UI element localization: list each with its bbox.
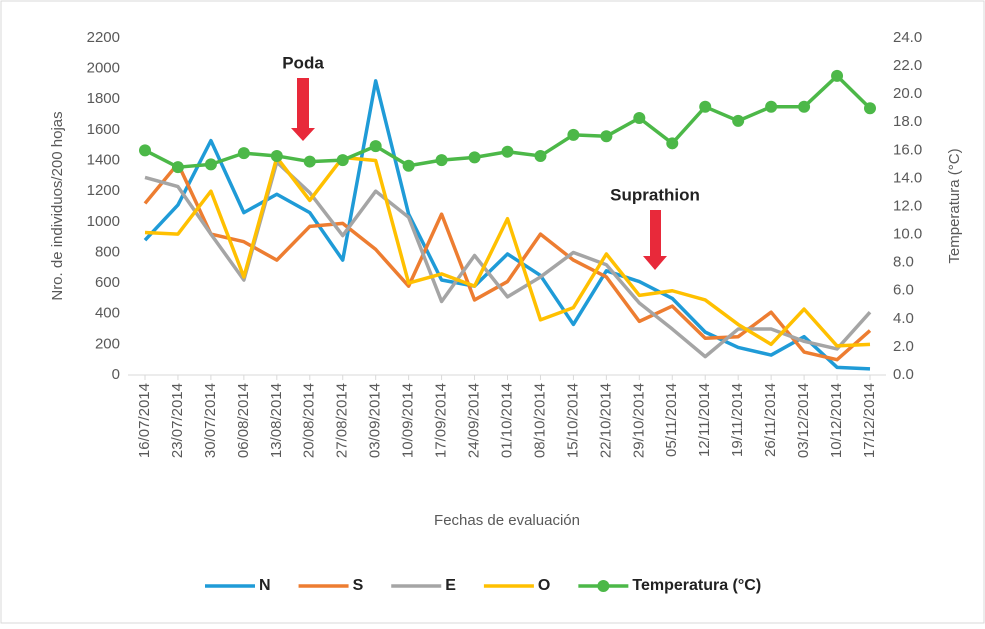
series-line [144,155,871,348]
x-tick-label: 15/10/2014 [564,383,581,458]
y-tick-label: 1000 [87,213,120,230]
x-tick-label: 20/08/2014 [301,383,318,458]
annotation: Suprathion [610,185,700,204]
arrow [643,210,667,270]
y2-tick-label: 16.0 [893,141,922,158]
y-tick-label: 1600 [87,121,120,138]
x-tick-label: 29/10/2014 [630,383,647,458]
x-tick-label: 03/09/2014 [367,383,384,458]
y2-tick-label: 6.0 [893,282,914,299]
y-tick-label: 1800 [87,90,120,107]
marker [204,158,217,171]
y-tick-label: 2000 [87,60,120,77]
arrow [291,78,315,141]
x-axis-title: Fechas de evaluación [434,512,580,529]
x-tick-label: 24/09/2014 [466,383,483,458]
marker [765,100,778,113]
x-tick-label: 03/12/2014 [795,383,812,458]
marker [369,140,382,153]
annotation: Poda [282,53,324,72]
y2-tick-label: 12.0 [893,197,922,214]
x-tick-label: 06/08/2014 [235,383,252,458]
marker [501,145,514,158]
y-axis-title: Nro. de individuos/200 hojas [49,111,66,300]
marker [831,69,844,82]
y-tick-label: 2200 [87,29,120,46]
x-tick-label: 22/10/2014 [597,383,614,458]
marker [633,112,646,125]
marker [468,151,481,164]
marker [435,154,448,167]
marker [732,114,745,127]
x-tick-label: 10/12/2014 [828,383,845,458]
marker [402,159,415,172]
y2-tick-label: 14.0 [893,169,922,186]
y2-tick-label: 24.0 [893,29,922,46]
marker [237,147,250,160]
y-tick-label: 1200 [87,182,120,199]
marker [534,149,547,162]
marker [699,100,712,113]
y2-tick-label: 4.0 [893,310,914,327]
legend-marker [597,580,610,592]
y2-axis-title: Temperatura (°C) [946,148,963,263]
x-tick-label: 30/07/2014 [202,383,219,458]
legend-label: Temperatura (°C) [632,577,761,594]
marker [798,100,811,113]
y2-tick-label: 22.0 [893,57,922,74]
marker [139,144,151,157]
x-tick-label: 12/11/2014 [696,383,713,457]
y-tick-label: 200 [95,335,120,352]
x-tick-label: 17/09/2014 [433,383,450,458]
y2-tick-label: 2.0 [893,338,914,355]
x-tick-label: 01/10/2014 [498,383,515,458]
x-tick-label: 23/07/2014 [169,383,186,458]
y2-tick-label: 10.0 [893,226,922,243]
marker [864,102,876,115]
y-tick-label: 400 [95,305,120,322]
marker [270,149,283,162]
marker [567,128,580,141]
x-tick-label: 17/12/2014 [861,383,878,458]
x-tick-label: 10/09/2014 [400,383,417,458]
legend-label: E [445,577,456,594]
legend-label: O [538,577,550,594]
marker [171,161,184,174]
x-tick-label: 26/11/2014 [762,383,779,457]
y2-tick-label: 8.0 [893,254,914,271]
legend-label: N [259,577,271,594]
x-tick-label: 16/07/2014 [136,383,153,458]
legend-label: S [353,577,364,594]
y-tick-label: 600 [95,274,120,291]
y2-tick-label: 20.0 [893,85,922,102]
y-tick-label: 0 [112,366,120,383]
marker [336,154,349,167]
x-tick-label: 27/08/2014 [334,383,351,458]
y2-tick-label: 0.0 [893,366,914,383]
marker [666,137,679,150]
y-tick-label: 800 [95,243,120,260]
x-tick-label: 08/10/2014 [531,383,548,458]
x-tick-label: 13/08/2014 [268,383,285,458]
y-tick-label: 1400 [87,152,120,169]
marker [303,155,316,168]
x-tick-label: 05/11/2014 [663,383,680,457]
x-tick-label: 19/11/2014 [729,383,746,457]
y2-tick-label: 18.0 [893,113,922,130]
marker [600,130,613,143]
